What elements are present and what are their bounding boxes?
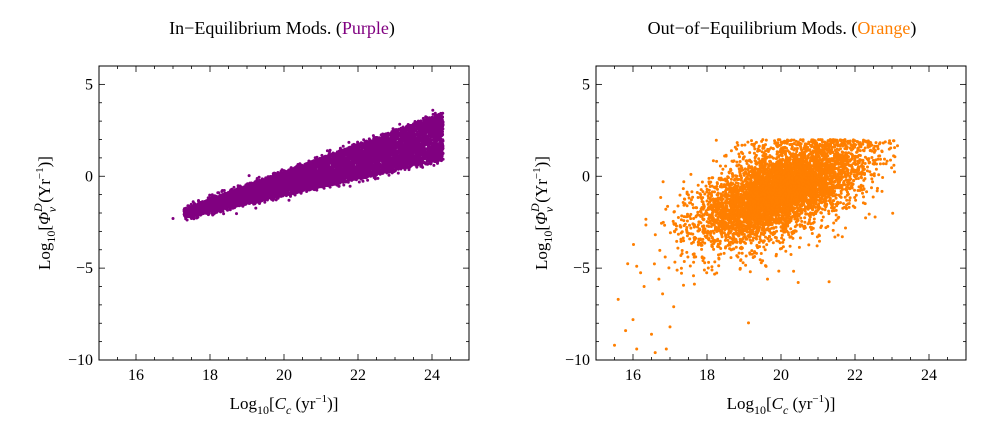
- scatter-point: [235, 212, 238, 216]
- left-points: [171, 108, 445, 222]
- left-title: In−Equilibrium Mods. (Purple): [169, 18, 395, 39]
- scatter-point: [191, 200, 195, 204]
- scatter-point: [347, 140, 351, 144]
- scatter-point: [325, 149, 329, 153]
- scatter-point: [432, 163, 436, 167]
- scatter-point: [356, 140, 360, 144]
- panel-left: In−Equilibrium Mods. (Purple) 16 18 20 22 24…: [31, 18, 470, 417]
- scatter-point: [221, 209, 225, 213]
- scatter-point: [341, 144, 345, 148]
- scatter-point: [387, 173, 391, 177]
- scatter-point: [348, 184, 352, 188]
- scatter-point: [366, 178, 370, 182]
- scatter-point: [254, 206, 258, 210]
- scatter-point: [357, 180, 361, 184]
- scatter-point: [396, 171, 400, 175]
- scatter-point: [232, 185, 236, 189]
